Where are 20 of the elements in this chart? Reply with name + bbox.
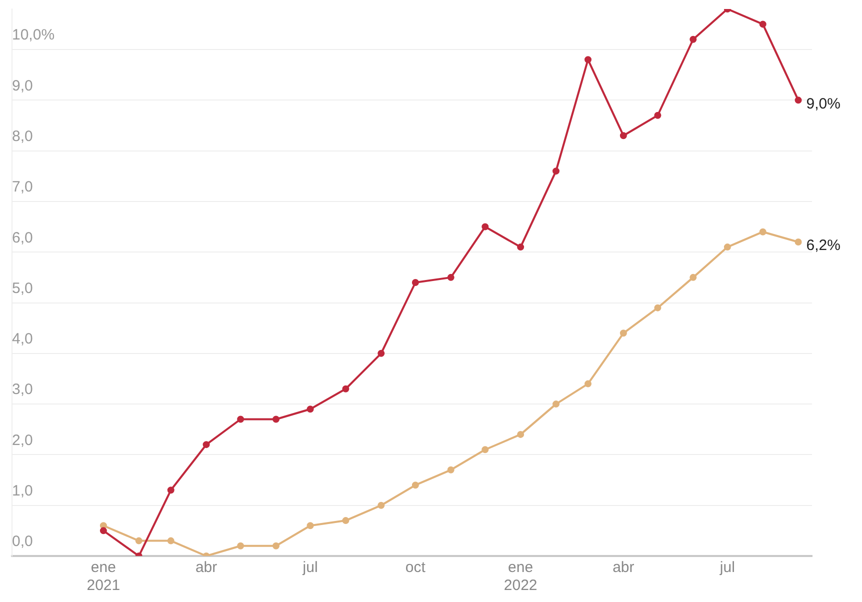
y-tick-label: 7,0 [12, 178, 33, 196]
y-tick-label: 10,0% [12, 26, 55, 44]
y-tick-label: 3,0 [12, 381, 33, 398]
x-tick-label: abr [612, 559, 634, 576]
x-tick-label: oct [405, 559, 426, 576]
x-tick-label: ene 2022 [504, 559, 538, 594]
data-label: 6,2% [806, 237, 840, 254]
y-tick-label: 8,0 [12, 128, 33, 145]
x-tick-label: jul [302, 559, 318, 576]
x-tick-label: abr [195, 559, 218, 576]
y-tick-label: 1,0 [12, 482, 33, 500]
y-tick-label: 0,0 [12, 533, 33, 550]
x-tick-label: ene 2021 [86, 559, 120, 594]
y-tick-label: 5,0 [12, 280, 33, 297]
y-tick-label: 4,0 [12, 330, 33, 348]
x-tick-label: jul [718, 559, 735, 576]
data-label: 9,0% [806, 95, 840, 112]
y-tick-label: 9,0 [12, 77, 33, 94]
y-tick-label: 2,0 [12, 432, 33, 449]
y-tick-label: 6,0 [12, 229, 33, 246]
